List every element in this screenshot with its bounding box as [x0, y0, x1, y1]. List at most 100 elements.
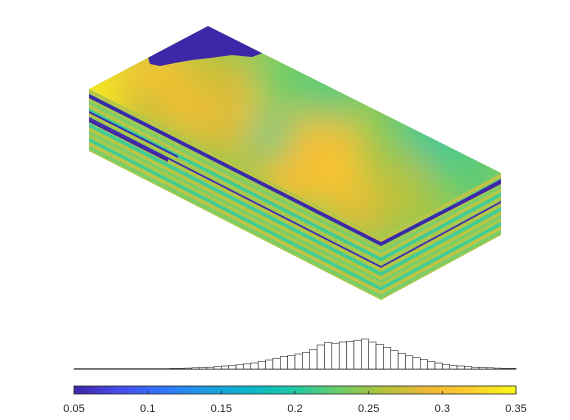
- grid-layer-right: [381, 225, 501, 292]
- histogram-bar: [383, 347, 392, 370]
- pinched-layer: [89, 111, 178, 158]
- grid-layer-left: [89, 123, 381, 274]
- grid-layer-right: [381, 215, 501, 282]
- block-top-surface: [89, 26, 501, 238]
- grid-layer-left: [89, 139, 381, 290]
- histogram-bar: [169, 368, 178, 370]
- colorbar-ticks: [73, 391, 517, 394]
- top-surface-patch: [420, 170, 460, 210]
- grid-layer-right: [381, 227, 501, 294]
- histogram-bar: [346, 341, 355, 370]
- histogram-bar: [213, 366, 222, 370]
- colorbar-tick-label: 0.05: [63, 403, 84, 415]
- colorbar-tick-labels: 0.05 0.1 0.15 0.2 0.25 0.3 0.35: [63, 403, 526, 415]
- colorbar-tick-label: 0.2: [287, 403, 302, 415]
- histogram-bar: [324, 342, 333, 370]
- histogram-bar: [427, 361, 436, 370]
- colorbar-tick-label: 0.3: [435, 403, 450, 415]
- histogram-bar: [368, 341, 377, 370]
- grid-layer-right: [381, 231, 501, 298]
- histogram-bar: [198, 367, 207, 370]
- histogram-bar: [412, 357, 421, 370]
- grid-layer-right: [381, 221, 501, 288]
- histogram-bar: [257, 361, 266, 370]
- colorbar-tick-label: 0.25: [358, 403, 379, 415]
- grid-layer-right: [381, 191, 501, 258]
- grid-layer-right: [381, 233, 501, 300]
- colorbar-tick-label: 0.35: [505, 403, 526, 415]
- histogram-bar: [184, 367, 193, 370]
- grid-layer-left: [89, 149, 381, 300]
- grid-layer-left: [89, 109, 381, 260]
- grid-layer-left: [89, 117, 381, 268]
- grid-layer-right: [381, 207, 501, 274]
- histogram-bar: [456, 365, 465, 370]
- histogram-bars: [73, 338, 517, 370]
- grid-layer-left: [89, 145, 381, 296]
- top-surface-color-field: [89, 40, 500, 238]
- histogram-bar: [206, 366, 215, 370]
- grid-layer-left: [89, 105, 381, 256]
- grid-layer-right: [381, 195, 501, 262]
- grid-layer-right: [381, 211, 501, 278]
- histogram-bar: [191, 367, 200, 370]
- grid-layer-right: [381, 185, 501, 252]
- colorbar-tick-label: 0.15: [211, 403, 232, 415]
- histogram-bar: [235, 364, 244, 370]
- histogram-bar: [478, 367, 487, 370]
- grid-layer-left: [89, 143, 381, 294]
- grid-layer-left: [89, 131, 381, 282]
- grid-layer-left: [89, 135, 381, 286]
- pinched-layer: [89, 119, 168, 162]
- colorbar-tick-label: 0.1: [140, 403, 155, 415]
- grid-layer-right: [381, 213, 501, 280]
- grid-layer-left: [89, 89, 381, 240]
- grid-layer-left: [89, 133, 381, 284]
- histogram-bar: [464, 366, 473, 370]
- histogram-bar: [405, 355, 414, 370]
- grid-layer-right: [381, 193, 501, 260]
- grid-layer-right: [381, 209, 501, 276]
- histogram-bar: [397, 353, 406, 370]
- grid-layer-left: [89, 127, 381, 278]
- histogram-bar: [331, 342, 340, 370]
- block-left-side-face: [89, 89, 381, 300]
- histogram-bar: [243, 363, 252, 370]
- histogram-bar: [221, 365, 229, 370]
- top-surface-patch: [250, 50, 310, 110]
- grid-layer-left: [89, 101, 381, 252]
- histogram-bar: [316, 344, 325, 370]
- histogram-bar: [471, 366, 480, 370]
- top-surface-patch: [360, 130, 410, 180]
- grid-layer-right: [381, 217, 501, 284]
- grid-layer-right: [381, 223, 501, 290]
- histogram-bar: [493, 367, 502, 370]
- block-right-side-face: [381, 173, 501, 300]
- histogram-bar: [486, 367, 495, 370]
- grid-layer-right: [381, 199, 501, 266]
- histogram: [73, 338, 517, 370]
- grid-layer-right: [381, 175, 501, 242]
- histogram-bar: [272, 357, 281, 370]
- grid-layer-right: [381, 189, 501, 256]
- grid-layer-left: [89, 113, 381, 264]
- grid-layer-right: [381, 183, 501, 250]
- histogram-bar: [280, 356, 288, 370]
- inactive-cells-region: [148, 26, 263, 66]
- grid-layer-right: [381, 187, 501, 254]
- grid-layer-right: [381, 201, 501, 268]
- histogram-bar: [309, 349, 318, 370]
- grid-layer-left: [89, 103, 381, 254]
- histogram-bar: [176, 368, 185, 370]
- grid-layer-left: [89, 141, 381, 292]
- histogram-bar: [434, 362, 443, 370]
- histogram-bar: [390, 350, 399, 370]
- reservoir-grid-3d: [89, 26, 501, 300]
- histogram-bar: [375, 344, 384, 370]
- grid-layer-left: [89, 129, 381, 280]
- grid-layer-right: [381, 197, 501, 264]
- histogram-bar: [449, 365, 458, 370]
- histogram-bar: [442, 364, 450, 370]
- histogram-bar: [419, 359, 428, 370]
